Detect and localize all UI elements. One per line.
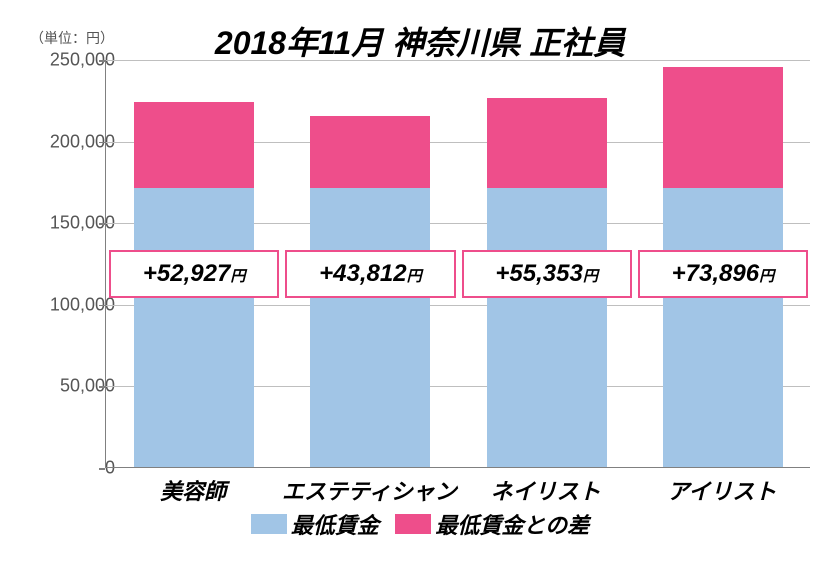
annotation-box: +73,896円 — [638, 250, 808, 298]
legend-label-1: 最低賃金との差 — [435, 508, 589, 540]
x-tick-label: エステティシャン — [281, 474, 457, 506]
x-tick-label: ネイリスト — [458, 474, 634, 506]
bar-segment — [134, 188, 254, 467]
annotation-value: +43,812 — [319, 260, 406, 287]
chart-container: （単位：円） 2018年11月 神奈川県 正社員 050,000100,0001… — [10, 10, 830, 552]
y-tick-mark — [99, 468, 105, 470]
bar-segment — [310, 116, 430, 188]
legend-item-1: 最低賃金との差 — [395, 508, 589, 540]
annotation-value: +73,896 — [672, 260, 759, 287]
plot-area: +52,927円+43,812円+55,353円+73,896円 — [105, 60, 810, 468]
x-tick-label: 美容師 — [105, 474, 281, 506]
x-tick-label: アイリスト — [634, 474, 810, 506]
bar-segment — [310, 188, 430, 467]
bar-segment — [134, 102, 254, 188]
annotation-value: +52,927 — [143, 260, 230, 287]
gridline — [106, 60, 810, 61]
annotation-suffix: 円 — [407, 268, 422, 285]
annotation-suffix: 円 — [759, 268, 774, 285]
legend-label-0: 最低賃金 — [291, 508, 379, 540]
annotation-value: +55,353 — [495, 260, 582, 287]
chart-title: 2018年11月 神奈川県 正社員 — [10, 18, 830, 64]
legend-item-0: 最低賃金 — [251, 508, 379, 540]
bar-segment — [663, 67, 783, 188]
legend: 最低賃金 最低賃金との差 — [10, 508, 830, 540]
annotation-suffix: 円 — [583, 268, 598, 285]
bar-segment — [487, 188, 607, 467]
annotation-box: +55,353円 — [462, 250, 632, 298]
annotation-box: +52,927円 — [109, 250, 279, 298]
legend-swatch-1 — [395, 514, 431, 534]
legend-swatch-0 — [251, 514, 287, 534]
bar-segment — [663, 188, 783, 467]
annotation-suffix: 円 — [230, 268, 245, 285]
bar-segment — [487, 98, 607, 188]
annotation-box: +43,812円 — [285, 250, 455, 298]
